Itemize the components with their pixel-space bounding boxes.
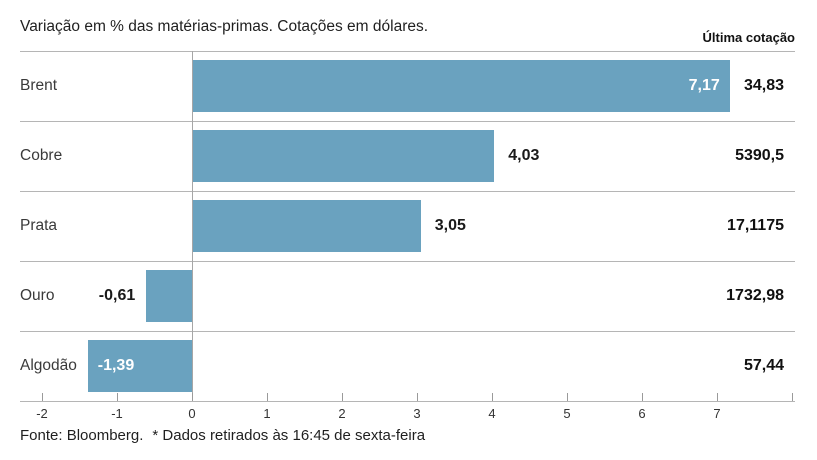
x-axis-tick-label: 6 [638,406,646,421]
x-axis-tick-label: -1 [111,406,123,421]
last-quote-value: 57,44 [743,357,784,374]
x-axis-tick [717,393,718,401]
x-axis-tick-label: 3 [413,406,421,421]
x-axis-tick [492,393,493,401]
source-text: Fonte: Bloomberg. [20,427,144,444]
data-retrieval-note: * Dados retirados às 16:45 de sexta-feir… [152,427,426,444]
row-separator [20,51,795,52]
last-quote-value: 17,1175 [727,217,784,234]
zero-gridline [192,51,193,401]
row-separator [20,121,795,122]
x-axis-tick-label: -2 [36,406,48,421]
bar-value-label: 4,03 [508,147,540,164]
x-axis-tick [192,393,193,401]
x-axis-tick [417,393,418,401]
bar-brent [192,60,730,112]
x-axis-tick [42,393,43,401]
last-quote-value: 1732,98 [726,287,784,304]
category-label-cobre: Cobre [20,147,63,164]
last-quote-column-header: Última cotação [702,30,795,45]
x-axis-tick [642,393,643,401]
x-axis-tick [267,393,268,401]
x-axis-tick [567,393,568,401]
x-axis-line [20,401,795,402]
bar-ouro [146,270,192,322]
bar-cobre [192,130,495,182]
source-note: Fonte: Bloomberg. * Dados retirados às 16… [20,427,425,444]
x-axis-tick-label: 1 [263,406,271,421]
x-axis-tick [792,393,793,401]
bar-value-label: 7,17 [688,77,720,94]
chart-title: Variação em % das matérias-primas. Cotaç… [20,18,429,35]
row-separator [20,261,795,262]
category-label-prata: Prata [20,217,58,234]
bar-prata [192,200,421,252]
row-separator [20,331,795,332]
x-axis-tick-label: 4 [488,406,496,421]
x-axis-tick-label: 0 [188,406,196,421]
last-quote-value: 34,83 [743,77,784,94]
x-axis-tick-label: 7 [713,406,721,421]
x-axis-tick [117,393,118,401]
last-quote-value: 5390,5 [735,147,784,164]
bar-value-label: 3,05 [434,217,466,234]
category-label-ouro: Ouro [20,287,55,304]
category-label-brent: Brent [20,77,58,94]
x-axis-tick-label: 2 [338,406,346,421]
category-label-algodão: Algodão [20,357,77,374]
bar-value-label: -0,61 [98,287,136,304]
row-separator [20,191,795,192]
bar-algodão [87,340,192,392]
x-axis-tick-label: 5 [563,406,571,421]
bar-value-label: -1,39 [97,357,135,374]
x-axis-tick [342,393,343,401]
